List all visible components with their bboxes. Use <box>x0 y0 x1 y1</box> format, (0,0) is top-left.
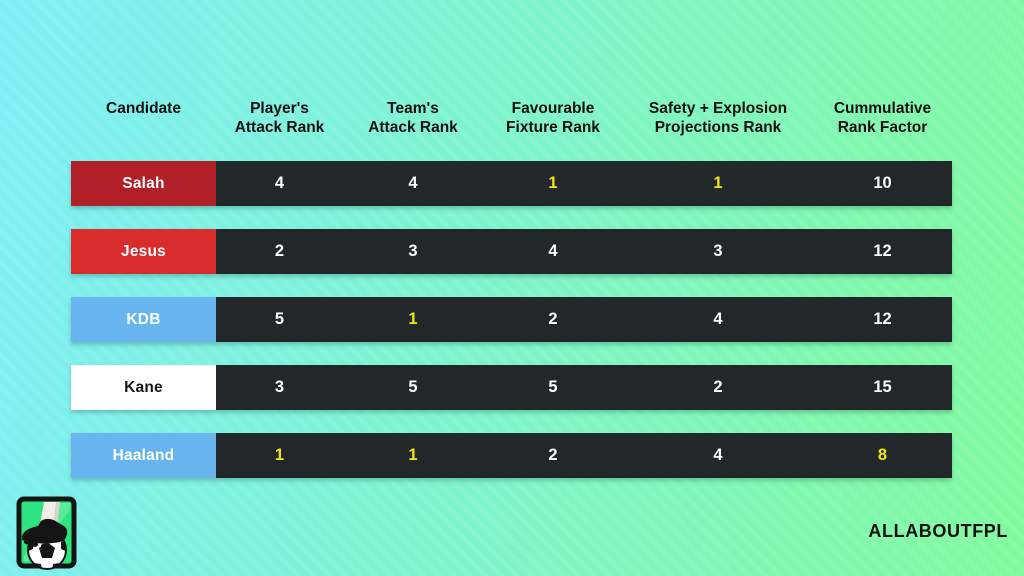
rank-value: 15 <box>813 365 952 410</box>
column-header-safety-explosion-rank: Safety + Explosion Projections Rank <box>648 100 788 136</box>
column-header-teams-attack-rank: Team's Attack Rank <box>368 100 458 136</box>
rank-value: 2 <box>216 229 343 274</box>
candidate-label: Salah <box>71 161 216 206</box>
rank-value: 10 <box>813 161 952 206</box>
column-header-players-attack-rank: Player's Attack Rank <box>234 100 325 136</box>
rank-value: 2 <box>623 365 813 410</box>
column-header-favourable-fixture-rank: Favourable Fixture Rank <box>506 100 600 136</box>
table-row: Salah 4 4 1 1 10 <box>71 161 952 206</box>
rank-value: 1 <box>483 161 623 206</box>
rank-value: 8 <box>813 433 952 478</box>
rank-value: 5 <box>216 297 343 342</box>
column-header-candidate: Candidate <box>106 100 181 117</box>
table-row: KDB 5 1 2 4 12 <box>71 297 952 342</box>
table-header-row: Candidate Player's Attack Rank Team's At… <box>71 99 952 137</box>
rank-value: 1 <box>623 161 813 206</box>
rank-value: 5 <box>343 365 483 410</box>
rank-value: 1 <box>216 433 343 478</box>
boot-on-ball-logo-icon <box>16 496 77 576</box>
rank-value: 2 <box>483 297 623 342</box>
rank-value: 1 <box>343 433 483 478</box>
candidate-label: Jesus <box>71 229 216 274</box>
rank-value: 3 <box>623 229 813 274</box>
table-row: Kane 3 5 5 2 15 <box>71 365 952 410</box>
allaboutfpl-wordmark: ALLABOUTFPL <box>868 521 1008 541</box>
candidate-label: Haaland <box>71 433 216 478</box>
rank-table: Candidate Player's Attack Rank Team's At… <box>71 99 952 501</box>
rank-value: 12 <box>813 297 952 342</box>
rank-value: 1 <box>343 297 483 342</box>
rank-value: 3 <box>343 229 483 274</box>
column-header-cummulative-rank-factor: Cummulative Rank Factor <box>833 100 932 136</box>
rank-value: 4 <box>623 433 813 478</box>
rank-value: 4 <box>216 161 343 206</box>
table-row: Jesus 2 3 4 3 12 <box>71 229 952 274</box>
candidate-label: Kane <box>71 365 216 410</box>
rank-value: 4 <box>483 229 623 274</box>
rank-value: 12 <box>813 229 952 274</box>
candidate-label: KDB <box>71 297 216 342</box>
rank-value: 5 <box>483 365 623 410</box>
rank-value: 2 <box>483 433 623 478</box>
rank-value: 4 <box>623 297 813 342</box>
table-row: Haaland 1 1 2 4 8 <box>71 433 952 478</box>
rank-value: 4 <box>343 161 483 206</box>
rank-value: 3 <box>216 365 343 410</box>
